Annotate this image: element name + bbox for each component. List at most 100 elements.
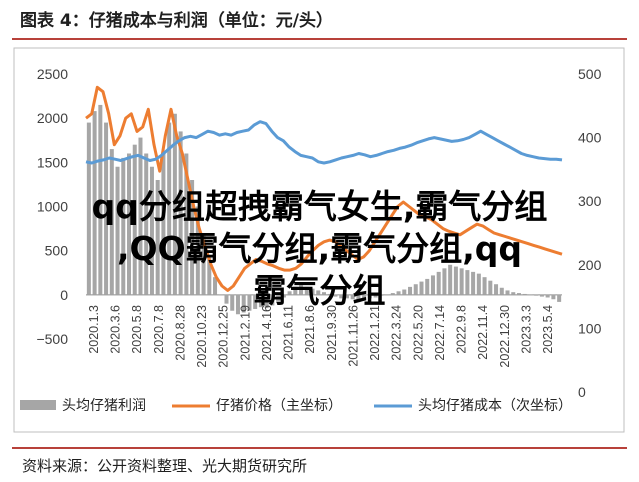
overlay-line-3: 霸气分组 [253, 271, 386, 310]
x-tick-label: 2022.5.20 [411, 305, 425, 361]
y-left-tick-label: 500 [45, 243, 69, 259]
profit-bar [207, 255, 212, 295]
profit-bar [293, 286, 298, 295]
profit-bar [213, 277, 218, 295]
x-tick-label: 2020.7.8 [152, 305, 166, 354]
profit-bar [499, 287, 504, 295]
profit-bar [304, 286, 309, 295]
watermark-overlay: qq分组超拽霸气女生,霸气分组 ,QQ霸气分组,霸气分组,qq 霸气分组 [0, 186, 639, 312]
x-tick-label: 2020.10.23 [195, 305, 209, 368]
profit-bar [172, 113, 177, 295]
profit-bar [287, 291, 292, 295]
profit-bar [557, 294, 562, 302]
profit-bar [459, 268, 464, 295]
profit-bar [86, 122, 91, 295]
profit-bar [190, 180, 195, 295]
legend-label-price: 仔猪价格（主坐标） [216, 398, 342, 414]
title-rule [12, 38, 627, 40]
x-tick-label: 2020.5.8 [130, 305, 144, 354]
x-tick-label: 2021.4.16 [260, 305, 274, 361]
x-tick-label: 2020.3.6 [109, 305, 123, 354]
profit-bar [321, 292, 326, 295]
x-tick-label: 2021.11.26 [346, 305, 360, 367]
profit-bars [86, 104, 562, 315]
x-axis-ticks: 2020.1.3 2020.3.6 2020.5.8 2020.7.8 2020.8.2… [87, 305, 555, 368]
profit-bar [465, 270, 470, 295]
profit-bar [356, 294, 361, 301]
legend-swatch-profit [20, 400, 56, 410]
profit-bar [333, 294, 338, 297]
profit-bar [494, 284, 499, 295]
profit-bar [442, 268, 447, 295]
profit-bar [109, 149, 114, 295]
y-left-tick-label: 2500 [37, 66, 68, 82]
y-axis-left: 2500 2000 1500 1000 500 0 −500 [36, 66, 68, 347]
profit-bar [127, 153, 132, 295]
line-series [85, 85, 563, 292]
profit-bar [545, 294, 550, 298]
profit-bar [367, 294, 372, 299]
x-tick-label: 2022.11.4 [476, 305, 490, 360]
y-right-tick-label: 300 [578, 193, 602, 209]
x-tick-label: 2022.3.24 [390, 305, 404, 361]
y-left-tick-label: 1000 [37, 199, 68, 215]
profit-bar [270, 294, 275, 306]
profit-bar [425, 278, 430, 295]
legend-label-cost: 头均仔猪成本（次坐标） [418, 398, 572, 414]
x-tick-label: 2022.12.30 [498, 305, 512, 368]
x-tick-label: 2023.5.4 [541, 305, 555, 354]
profit-bar [379, 294, 384, 296]
profit-bar [453, 266, 458, 295]
profit-bar [390, 293, 395, 295]
profit-bar [482, 277, 487, 295]
y-right-tick-label: 400 [578, 130, 602, 146]
profit-bar [224, 294, 229, 304]
x-tick-label: 2021.9.30 [325, 305, 339, 361]
profit-bar [476, 273, 481, 295]
profit-bar [218, 294, 223, 296]
profit-bar [396, 291, 401, 295]
y-right-tick-label: 0 [578, 384, 586, 400]
profit-bar [522, 293, 527, 295]
y-right-tick-label: 500 [578, 66, 602, 82]
profit-bar [505, 290, 510, 295]
profit-bar [488, 280, 493, 295]
profit-bar [528, 294, 533, 296]
overlay-line-2: ,QQ霸气分组,霸气分组,qq [117, 229, 522, 268]
profit-bar [195, 206, 200, 295]
y-right-tick-label: 100 [578, 320, 602, 336]
overlay-line-1: qq分组超拽霸气女生,霸气分组 [91, 187, 548, 226]
y-left-tick-label: 2000 [37, 110, 68, 126]
source-note: 资料来源：公开资料整理、光大期货研究所 [22, 457, 308, 475]
profit-bar [184, 153, 189, 295]
profit-bar [201, 233, 206, 295]
profit-bar [344, 294, 349, 299]
profit-bar [350, 294, 355, 300]
profit-bar [385, 294, 390, 296]
x-tick-label: 2022.9.8 [455, 305, 469, 354]
x-tick-label: 2021.6.11 [282, 305, 296, 360]
profit-bar [511, 292, 516, 295]
profit-bar [132, 144, 137, 295]
profit-bar [408, 286, 413, 295]
chart-title: 图表 4：仔猪成本与利润（单位：元/头） [20, 11, 333, 31]
profit-bar [155, 180, 160, 295]
profit-bar [471, 271, 476, 295]
profit-bar [339, 294, 344, 299]
x-tick-label: 2020.1.3 [87, 305, 101, 354]
x-tick-label: 2020.8.28 [174, 305, 188, 361]
profit-bar [534, 294, 539, 296]
y-left-tick-label: 1500 [37, 154, 68, 170]
x-tick-label: 2021.2.19 [238, 305, 252, 361]
profit-bar [373, 294, 378, 298]
plot-frame [13, 47, 625, 433]
profit-bar [104, 122, 109, 295]
profit-bar [327, 293, 332, 295]
legend-label-profit: 头均仔猪利润 [62, 398, 146, 414]
profit-bar [253, 294, 258, 309]
profit-bar [138, 137, 143, 295]
profit-bar [264, 294, 269, 309]
profit-bar [276, 294, 281, 302]
profit-bar [539, 294, 544, 297]
